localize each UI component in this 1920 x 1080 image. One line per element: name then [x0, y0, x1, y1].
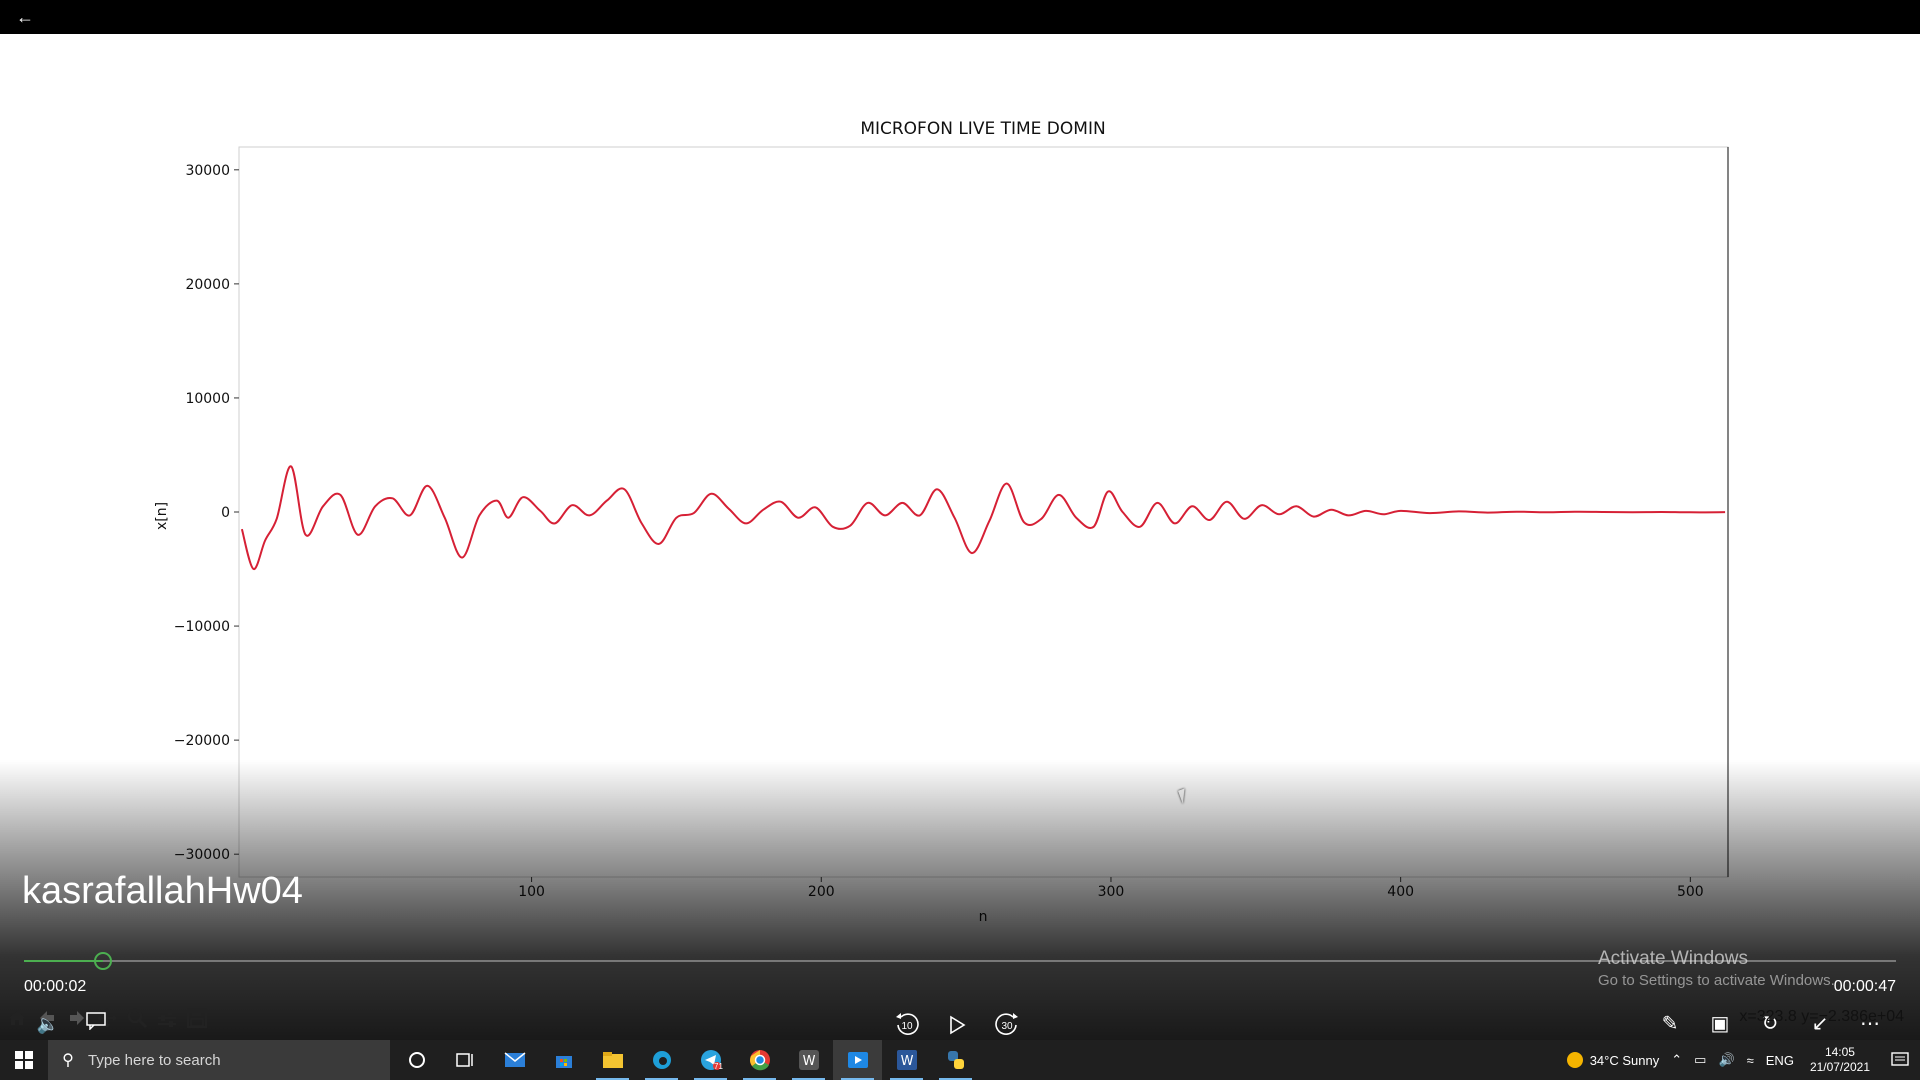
miniplayer-icon[interactable]: ▣ [1710, 1013, 1730, 1035]
windows-icon [15, 1051, 33, 1069]
edge-icon[interactable] [637, 1040, 686, 1080]
coordinate-readout: x=323.8 y=−2.386e+04 [1739, 1008, 1904, 1025]
y-tick-label: −10000 [174, 619, 230, 635]
mail-icon[interactable] [490, 1040, 539, 1080]
clock-time: 14:05 [1824, 1045, 1855, 1059]
python-icon[interactable] [931, 1040, 980, 1080]
forward-30-button[interactable]: 30 [992, 1010, 1022, 1040]
cortana-icon[interactable] [392, 1040, 441, 1080]
clock[interactable]: 14:05 21/07/2021 [1800, 1045, 1880, 1075]
chart: MICROFON LIVE TIME DOMIN n x[n] 30000 200… [154, 119, 1729, 925]
y-tick-label: −30000 [174, 847, 230, 863]
telegram-badge: 71 [714, 1062, 723, 1071]
activation-watermark-title: Activate Windows [1598, 948, 1748, 969]
x-axis-label: n [979, 909, 988, 925]
app-w-icon[interactable]: W [784, 1040, 833, 1080]
chart-title: MICROFON LIVE TIME DOMIN [860, 119, 1105, 139]
store-icon[interactable] [539, 1040, 588, 1080]
y-tick-label: 10000 [185, 391, 230, 407]
language-indicator[interactable]: ENG [1765, 1052, 1794, 1068]
y-ticks: 30000 20000 10000 0 −10000 −20000 −30000 [174, 163, 239, 863]
seek-bar[interactable] [24, 952, 1896, 970]
y-tick-label: 20000 [185, 277, 230, 293]
player-right-controls: ✎ ▣ ↻ ↙ ⋯ [1656, 1010, 1884, 1038]
activation-watermark-sub: Go to Settings to activate Windows. [1598, 972, 1835, 989]
task-view-icon[interactable] [441, 1040, 490, 1080]
weather-widget[interactable]: 34°C Sunny [1560, 1051, 1666, 1069]
y-tick-label: 30000 [185, 163, 230, 179]
x-ticks: 100 200 300 400 500 [518, 877, 1704, 900]
weather-text: 34°C Sunny [1589, 1052, 1660, 1068]
arrow-left-icon[interactable]: ← [16, 7, 34, 27]
video-title: kasrafallahHw04 [22, 870, 303, 912]
exit-fullscreen-icon[interactable]: ↙ [1811, 1013, 1829, 1035]
player-left-controls: 🔈 [36, 1012, 108, 1036]
wifi-icon[interactable]: ≈ [1746, 1052, 1754, 1068]
more-options-icon[interactable]: ⋯ [1860, 1013, 1880, 1035]
x-tick-label: 500 [1677, 884, 1704, 900]
x-tick-label: 200 [808, 884, 835, 900]
search-placeholder: Type here to search [88, 1051, 221, 1069]
time-total: 00:00:47 [1833, 978, 1896, 995]
taskbar-search[interactable]: ⚲ Type here to search [48, 1040, 390, 1080]
pan-icon[interactable] [94, 1005, 120, 1031]
chevron-up-icon[interactable]: ⌃ [1671, 1052, 1683, 1067]
speaker-icon[interactable]: 🔊 [1718, 1052, 1735, 1067]
save-icon[interactable] [184, 1005, 210, 1031]
pencil-icon[interactable]: ✎ [1661, 1013, 1679, 1035]
signal-line [240, 465, 1726, 571]
rewind-10-button[interactable]: 10 [892, 1010, 922, 1040]
chrome-icon[interactable] [735, 1040, 784, 1080]
notification-icon[interactable] [1880, 1040, 1920, 1080]
y-axis-label: x[n] [154, 502, 170, 530]
matplotlib-toolbar [4, 1004, 210, 1032]
seek-thumb[interactable] [93, 952, 112, 970]
svg-text:W: W [900, 1054, 913, 1069]
player-center-controls: 10 30 [892, 1010, 1022, 1040]
y-tick-label: 0 [221, 505, 230, 521]
x-tick-label: 100 [518, 884, 545, 900]
home-icon[interactable] [4, 1005, 30, 1031]
start-button[interactable] [0, 1040, 48, 1080]
media-player-icon[interactable] [833, 1040, 882, 1080]
x-tick-label: 400 [1387, 884, 1414, 900]
battery-icon[interactable]: ▭ [1694, 1052, 1707, 1067]
360-icon[interactable]: ↻ [1761, 1013, 1779, 1035]
x-tick-label: 300 [1098, 884, 1125, 900]
file-explorer-icon[interactable] [588, 1040, 637, 1080]
seek-progress [24, 960, 103, 962]
windows-taskbar: ⚲ Type here to search 71 W W 34°C Sunny … [0, 1040, 1920, 1080]
sun-icon [1566, 1052, 1583, 1068]
back-icon[interactable] [34, 1005, 60, 1031]
volume-icon[interactable]: 🔈 [36, 1014, 60, 1034]
word-icon[interactable]: W [882, 1040, 931, 1080]
telegram-icon[interactable]: 71 [686, 1040, 735, 1080]
svg-text:W: W [802, 1054, 815, 1069]
forward-icon[interactable] [64, 1005, 90, 1031]
zoom-icon[interactable] [124, 1005, 150, 1031]
clock-date: 21/07/2021 [1809, 1060, 1870, 1074]
search-icon: ⚲ [62, 1052, 74, 1069]
time-current: 00:00:02 [24, 978, 87, 995]
taskbar-apps: 71 W W [392, 1040, 980, 1080]
y-tick-label: −20000 [174, 733, 230, 749]
title-bar: ← [0, 0, 1920, 34]
play-button[interactable] [942, 1010, 972, 1040]
configure-icon[interactable] [154, 1005, 180, 1031]
subtitles-icon[interactable] [84, 1012, 108, 1036]
system-tray: 34°C Sunny ⌃ ▭ 🔊 ≈ ENG 14:05 21/07/2021 [1560, 1040, 1920, 1080]
rewind-label: 10 [901, 1021, 913, 1032]
forward-label: 30 [1001, 1021, 1013, 1032]
